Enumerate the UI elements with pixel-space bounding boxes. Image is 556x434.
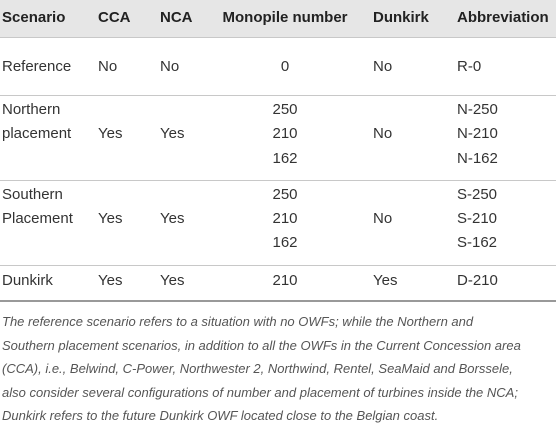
abbreviation-cell: S-162 <box>457 234 498 251</box>
scenario-cell: Southern Placement <box>2 186 73 227</box>
cca-cell: Yes <box>98 272 123 289</box>
monopile-cell: 210 <box>272 125 298 142</box>
column-header: Abbreviation <box>457 9 549 26</box>
row-rule <box>0 180 556 181</box>
dunkirk-cell: No <box>373 125 393 142</box>
cca-cell: Yes <box>98 210 123 227</box>
column-header: Monopile number <box>222 9 348 26</box>
monopile-cell: 162 <box>272 150 298 167</box>
dunkirk-cell: Yes <box>373 272 398 289</box>
row-rule <box>0 95 556 96</box>
row-rule <box>0 300 556 302</box>
monopile-cell: 0 <box>280 58 290 75</box>
monopile-cell: 210 <box>272 272 298 289</box>
monopile-cell: 162 <box>272 234 298 251</box>
abbreviation-cell: S-250 <box>457 186 498 203</box>
column-header: NCA <box>160 9 193 26</box>
abbreviation-cell: N-210 <box>457 125 498 142</box>
abbreviation-cell: S-210 <box>457 210 498 227</box>
footnote-line: The reference scenario refers to a situa… <box>2 314 474 329</box>
footnote-line: also consider several configurations of … <box>2 384 518 400</box>
scenario-cell: Northern placement <box>2 101 72 142</box>
abbreviation-cell: N-162 <box>457 150 498 167</box>
row-rule <box>0 265 556 266</box>
dunkirk-cell: No <box>373 58 393 75</box>
nca-cell: Yes <box>160 272 185 289</box>
column-header: CCA <box>98 9 131 26</box>
scenario-cell: Dunkirk <box>2 272 53 289</box>
abbreviation-cell: R-0 <box>457 58 482 75</box>
abbreviation-cell: N-250 <box>457 101 498 118</box>
cca-cell: No <box>98 58 118 75</box>
column-header: Dunkirk <box>373 9 429 26</box>
monopile-cell: 250 <box>272 101 298 118</box>
footnote-line: Southern placement scenarios, in additio… <box>2 337 521 353</box>
nca-cell: No <box>160 58 180 75</box>
footnote-line: (CCA), i.e., Belwind, C-Power, Northwest… <box>2 361 513 376</box>
nca-cell: Yes <box>160 125 185 142</box>
header-rule <box>0 37 556 38</box>
cca-cell: Yes <box>98 125 123 142</box>
footnote-line: Dunkirk refers to the future Dunkirk OWF… <box>2 408 439 423</box>
header-background <box>0 0 556 37</box>
monopile-cell: 210 <box>272 210 298 227</box>
monopile-cell: 250 <box>272 186 298 203</box>
scenario-cell: Reference <box>2 58 72 75</box>
column-header: Scenario <box>2 9 66 26</box>
dunkirk-cell: No <box>373 210 393 227</box>
abbreviation-cell: D-210 <box>457 272 498 289</box>
nca-cell: Yes <box>160 210 185 227</box>
